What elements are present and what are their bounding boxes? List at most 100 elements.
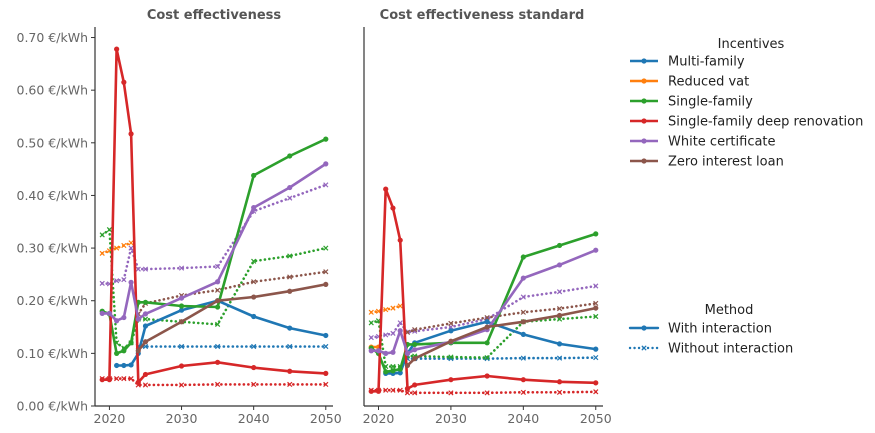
data-point <box>412 341 418 348</box>
data-point <box>520 331 526 338</box>
data-point <box>128 340 134 346</box>
series-line <box>100 47 328 384</box>
legend-label: Multi-family <box>668 55 745 70</box>
data-point <box>106 310 113 316</box>
y-tick-label: 0.30 €/kWh <box>17 241 89 256</box>
data-point <box>390 305 396 311</box>
data-point <box>114 46 120 52</box>
legend-swatch-marker <box>641 118 647 124</box>
data-point <box>323 136 329 142</box>
data-point <box>520 389 526 395</box>
data-point <box>287 153 293 159</box>
data-point <box>593 346 599 352</box>
data-point <box>114 350 120 356</box>
data-point <box>484 314 490 321</box>
y-tick-label: 0.40 €/kWh <box>17 188 89 203</box>
data-point <box>556 312 563 319</box>
data-point <box>383 186 389 192</box>
data-point <box>178 303 185 309</box>
legend-title-incentives: Incentives <box>718 37 785 52</box>
series-single-family-with-interaction <box>99 136 329 356</box>
data-point <box>593 380 599 386</box>
data-point <box>121 79 127 85</box>
series-line <box>100 241 133 255</box>
data-point <box>251 258 257 264</box>
data-point <box>390 205 396 211</box>
data-point <box>251 364 257 371</box>
data-point <box>142 382 149 388</box>
legend-label: Single-family <box>668 95 753 110</box>
data-point <box>214 343 221 350</box>
data-point <box>178 295 185 301</box>
data-point <box>128 131 134 137</box>
data-point <box>390 330 396 336</box>
data-point <box>383 387 389 393</box>
data-point <box>383 369 389 375</box>
series-single-family-deep-renovation-without-interaction <box>99 376 329 388</box>
data-point <box>484 324 490 330</box>
data-point <box>520 355 526 361</box>
data-point <box>556 389 563 395</box>
data-point <box>404 390 411 396</box>
legend-label: White certificate <box>668 135 776 150</box>
data-point <box>251 294 257 300</box>
data-point <box>287 184 293 191</box>
data-point <box>593 313 599 320</box>
data-point <box>412 382 418 388</box>
series-line <box>369 388 598 395</box>
data-point <box>178 307 185 313</box>
panel-cost-effectiveness-standard: Cost effectiveness standard 2020 2030 2040… <box>363 8 612 426</box>
data-point <box>178 319 185 325</box>
data-point <box>383 350 389 356</box>
data-point <box>251 343 257 350</box>
panel-cost-effectiveness: Cost effectiveness 2020 2030 2040 2050 0.00 … <box>17 8 342 426</box>
data-point <box>397 366 403 372</box>
data-point <box>390 368 396 374</box>
data-point <box>121 362 127 369</box>
data-point <box>383 332 389 338</box>
data-point <box>142 323 149 329</box>
data-point <box>99 377 105 383</box>
x-tick-label: 2050 <box>310 411 342 426</box>
data-point <box>121 348 127 354</box>
data-point <box>114 245 120 251</box>
data-point <box>106 227 113 233</box>
data-point <box>375 348 382 354</box>
x-tick-label: 2020 <box>94 411 126 426</box>
legend-label: With interaction <box>668 322 772 337</box>
data-point <box>178 363 185 369</box>
data-point <box>121 314 127 321</box>
data-point <box>142 266 149 272</box>
data-point <box>323 332 329 339</box>
legend-swatch-marker <box>641 78 647 84</box>
data-point <box>251 381 257 388</box>
data-point <box>99 310 105 316</box>
data-point <box>448 354 454 360</box>
data-point <box>121 376 127 382</box>
data-point <box>375 388 382 394</box>
data-point <box>121 277 127 283</box>
x-tick-label: 2030 <box>166 411 198 426</box>
series-line <box>369 315 598 368</box>
legend-item-reduced-vat: Reduced vat <box>630 75 749 90</box>
legend-label: Reduced vat <box>668 75 749 90</box>
y-tick-label: 0.70 €/kWh <box>17 30 89 45</box>
data-point <box>593 283 599 289</box>
data-point <box>368 388 374 394</box>
data-point <box>593 247 599 253</box>
data-point <box>404 362 411 369</box>
data-point <box>214 263 221 270</box>
data-point <box>128 240 134 246</box>
data-point <box>412 347 418 353</box>
data-point <box>251 204 257 211</box>
legend-item-with-interaction: With interaction <box>628 322 772 337</box>
data-point <box>251 313 257 320</box>
data-point <box>593 300 599 306</box>
data-point <box>114 362 120 369</box>
series-reduced-vat-without-interaction <box>368 303 403 315</box>
data-point <box>412 356 418 362</box>
data-point <box>448 320 454 326</box>
legend-item-white-certificate: White certificate <box>630 135 776 150</box>
legend-item-multi-family: Multi-family <box>630 55 745 70</box>
series-zero-interest-loan-with-interaction <box>404 305 599 369</box>
